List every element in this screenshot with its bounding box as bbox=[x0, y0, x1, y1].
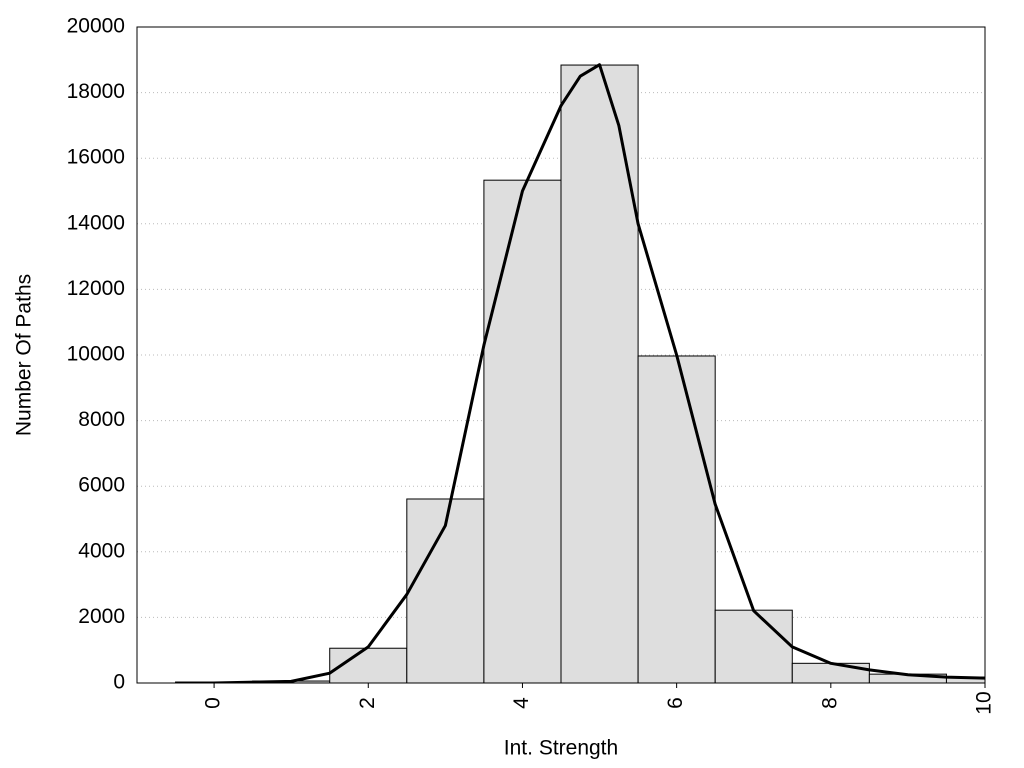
density-curve bbox=[214, 63, 985, 683]
x-tick-label: 4 bbox=[510, 697, 533, 709]
y-axis-label: Number Of Paths bbox=[13, 274, 36, 436]
plot-area bbox=[175, 63, 985, 683]
bar bbox=[791, 662, 870, 683]
bar bbox=[560, 64, 639, 683]
bar bbox=[406, 498, 485, 683]
y-tick-label: 4000 bbox=[78, 539, 125, 562]
y-tick-label: 14000 bbox=[67, 211, 125, 234]
x-tick-label: 10 bbox=[973, 691, 996, 714]
bar bbox=[483, 179, 562, 683]
y-tick-label: 6000 bbox=[78, 474, 125, 497]
y-tick-label: 8000 bbox=[78, 408, 125, 431]
y-tick-label: 20000 bbox=[67, 15, 125, 38]
y-tick-label: 0 bbox=[113, 671, 125, 694]
x-tick-label: 8 bbox=[818, 697, 841, 709]
x-tick-label: 6 bbox=[664, 697, 687, 709]
x-tick-label: 2 bbox=[356, 697, 379, 709]
y-tick-label: 12000 bbox=[67, 277, 125, 300]
y-tick-label: 2000 bbox=[78, 605, 125, 628]
x-tick-label: 0 bbox=[202, 697, 225, 709]
y-tick-label: 16000 bbox=[67, 146, 125, 169]
plot-frame bbox=[136, 26, 986, 684]
bar bbox=[637, 355, 716, 683]
bar bbox=[714, 609, 793, 683]
y-tick-label: 18000 bbox=[67, 80, 125, 103]
x-axis-label: Int. Strength bbox=[504, 737, 618, 760]
y-tick-label: 10000 bbox=[67, 343, 125, 366]
